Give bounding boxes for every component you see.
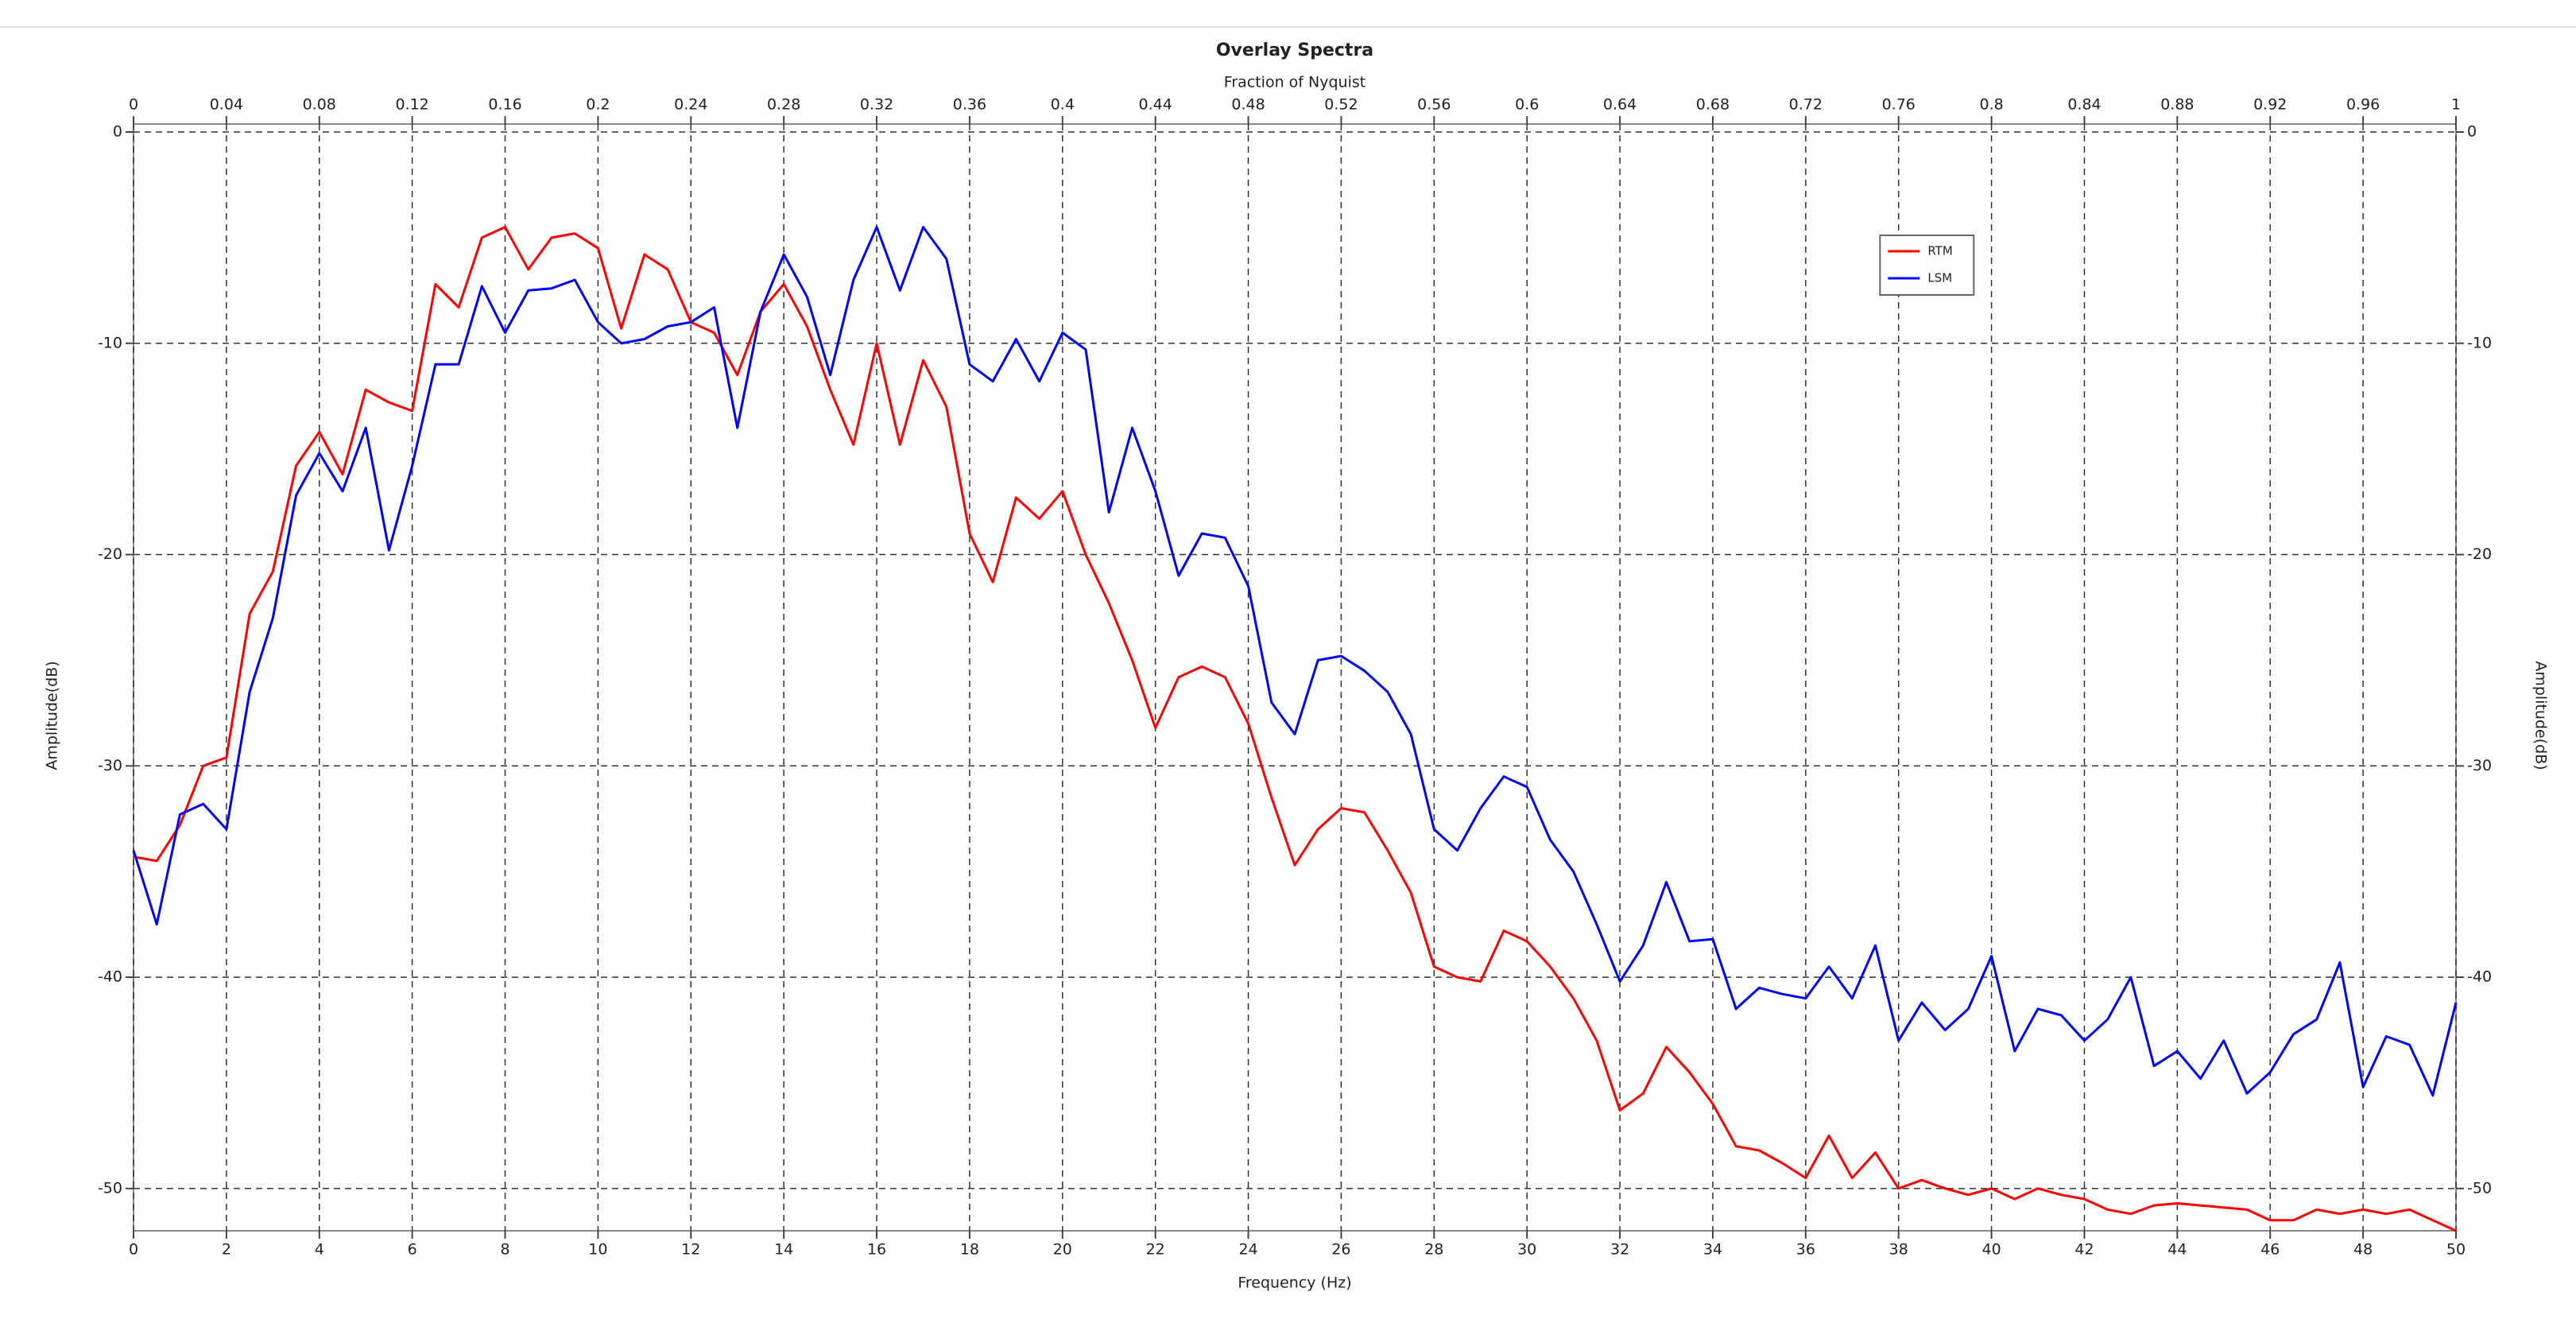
legend-box (1879, 235, 1975, 296)
x2-tick-label: 0.92 (2253, 96, 2287, 114)
x2-tick-label: 0.24 (674, 96, 707, 114)
x2-tick-label: 0.32 (860, 96, 893, 114)
x2-tick-label: 0.36 (953, 96, 986, 114)
x2-axis-label: Fraction of Nyquist (1224, 74, 1365, 91)
x-tick-label: 30 (1517, 1241, 1536, 1259)
y2-axis-label: Amplitude(dB) (2532, 661, 2550, 770)
x-tick-label: 48 (2353, 1241, 2373, 1259)
y-tick-label: -30 (98, 757, 122, 774)
x-tick-label: 44 (2167, 1241, 2187, 1259)
x-tick-label: 28 (1424, 1241, 1443, 1259)
series-line (132, 226, 2458, 1097)
y2-tick-label: -10 (2467, 334, 2492, 351)
x2-tick-label: 0.96 (2346, 96, 2380, 114)
chart-title: Overlay Spectra (1216, 41, 1373, 60)
x-tick-label: 14 (774, 1241, 793, 1259)
y2-tick-label: -20 (2467, 545, 2492, 563)
y2-tick-label: -30 (2467, 757, 2492, 774)
x-tick-label: 0 (129, 1241, 138, 1259)
y-tick-label: -10 (98, 334, 122, 351)
x2-tick-label: 1 (2451, 96, 2461, 114)
x-axis-label: Frequency (Hz) (1238, 1275, 1351, 1292)
x2-tick-label: 0.68 (1696, 96, 1730, 114)
x2-tick-label: 0.64 (1603, 96, 1637, 114)
y2-tick-label: 0 (2467, 123, 2477, 141)
x-tick-label: 46 (2260, 1241, 2280, 1259)
x-tick-label: 26 (1331, 1241, 1350, 1259)
y-tick-label: -20 (98, 545, 122, 563)
x2-tick-label: 0.8 (1979, 96, 2003, 114)
plot-frame (133, 123, 2457, 1232)
x-tick-label: 42 (2074, 1241, 2094, 1259)
x-tick-label: 22 (1146, 1241, 1165, 1259)
y-tick-label: -40 (98, 968, 122, 986)
x-tick-label: 38 (1889, 1241, 1908, 1259)
x2-tick-label: 0.2 (586, 96, 610, 114)
x2-tick-label: 0.12 (395, 96, 428, 114)
x-tick-label: 36 (1796, 1241, 1815, 1259)
x2-tick-label: 0.84 (2067, 96, 2101, 114)
x2-tick-label: 0.44 (1139, 96, 1172, 114)
x2-tick-label: 0.56 (1417, 96, 1451, 114)
x2-tick-label: 0.48 (1231, 96, 1265, 114)
x2-tick-label: 0.28 (767, 96, 800, 114)
x2-tick-label: 0.76 (1882, 96, 1916, 114)
x-tick-label: 6 (408, 1241, 417, 1259)
x-tick-label: 20 (1053, 1241, 1072, 1259)
x-tick-label: 18 (960, 1241, 979, 1259)
x-tick-label: 16 (867, 1241, 886, 1259)
x2-tick-label: 0.88 (2160, 96, 2194, 114)
y-axis-label: Amplitude(dB) (44, 661, 61, 770)
y-tick-label: -50 (98, 1179, 122, 1197)
x-tick-label: 24 (1238, 1241, 1257, 1259)
legend-label: RTM (1927, 244, 1952, 258)
x2-tick-label: 0.04 (210, 96, 243, 114)
x2-tick-label: 0.52 (1324, 96, 1358, 114)
x-tick-label: 32 (1610, 1241, 1629, 1259)
x2-tick-label: 0.16 (488, 96, 521, 114)
series-line (133, 226, 2457, 1232)
y-tick-label: 0 (113, 123, 122, 141)
legend-label: LSM (1927, 271, 1952, 285)
x-tick-label: 12 (681, 1241, 700, 1259)
x2-tick-label: 0.4 (1051, 96, 1075, 114)
x-tick-label: 50 (2446, 1241, 2466, 1259)
x2-tick-label: 0.6 (1515, 96, 1539, 114)
x2-tick-label: 0.08 (303, 96, 336, 114)
x-tick-label: 40 (1982, 1241, 2001, 1259)
x-tick-label: 8 (500, 1241, 509, 1259)
y2-tick-label: -40 (2467, 968, 2492, 986)
x-tick-label: 4 (315, 1241, 324, 1259)
x-tick-label: 2 (222, 1241, 231, 1259)
x-tick-label: 10 (588, 1241, 607, 1259)
x-tick-label: 34 (1703, 1241, 1722, 1259)
x2-tick-label: 0 (129, 96, 138, 114)
y2-tick-label: -50 (2467, 1179, 2492, 1197)
x2-tick-label: 0.72 (1789, 96, 1823, 114)
